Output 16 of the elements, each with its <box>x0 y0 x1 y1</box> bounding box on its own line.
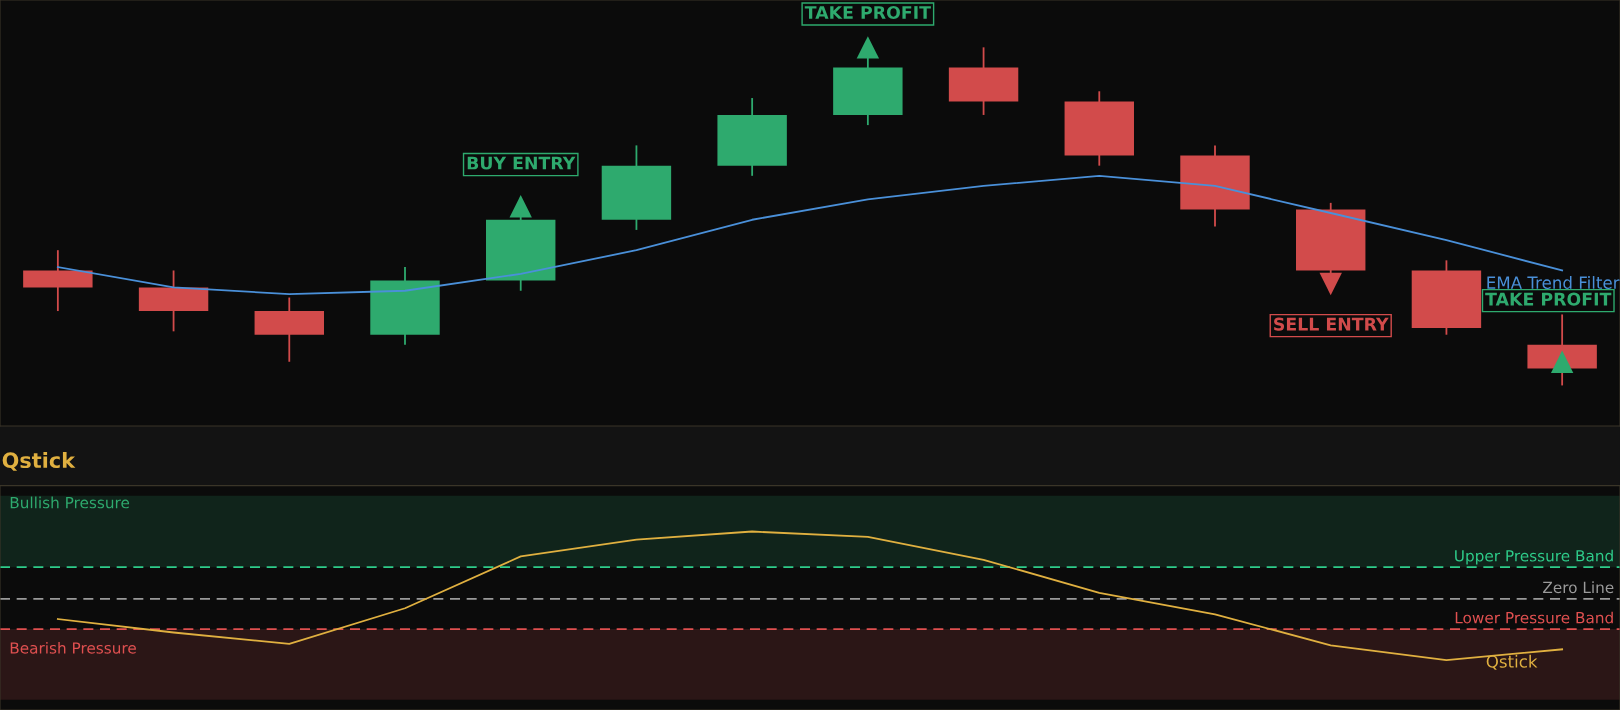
series-label: EMA Trend Filter <box>1487 276 1620 289</box>
candlestick <box>1527 313 1597 387</box>
text: TAKE PROFIT <box>804 5 931 20</box>
ref-line-label: Upper Pressure Band <box>1455 549 1613 565</box>
point <box>1319 272 1342 296</box>
ref-line-label: Zero Line <box>1543 581 1614 594</box>
band-label: Bearish Pressure <box>10 641 136 654</box>
chart-title: Qstick <box>2 451 76 471</box>
series-label: Qstick <box>1486 654 1538 670</box>
point <box>856 36 880 59</box>
point <box>509 195 532 218</box>
annotation: TAKE PROFIT <box>1485 292 1612 306</box>
band-label: Bullish Pressure <box>10 496 130 509</box>
annotation: SELL ENTRY <box>1274 317 1389 331</box>
ref-line-label: Lower Pressure Band <box>1455 611 1613 624</box>
annotation: BUY ENTRY <box>467 156 576 170</box>
